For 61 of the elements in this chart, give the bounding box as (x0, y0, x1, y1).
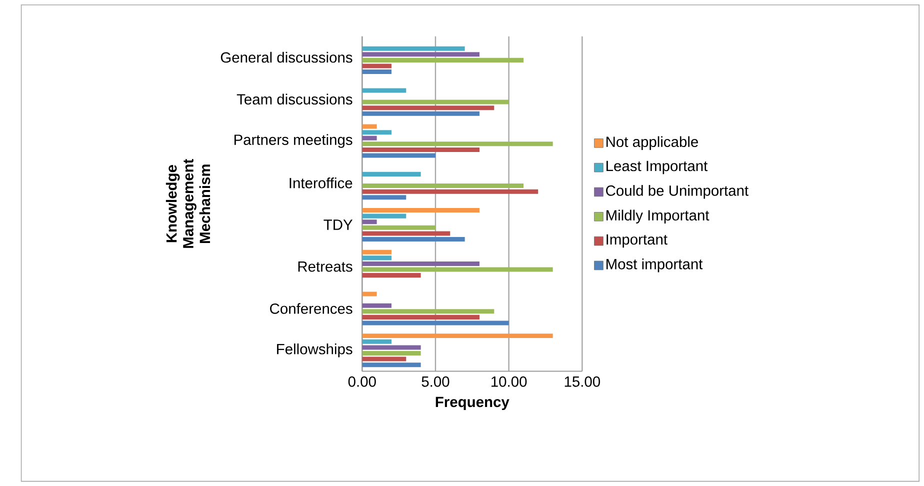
y-tick-label: Interoffice (290, 177, 352, 188)
bar (362, 46, 465, 51)
legend-label: Important (606, 234, 668, 248)
legend-label: Mildly Important (606, 210, 710, 224)
bar (362, 303, 392, 308)
bar (362, 314, 480, 320)
bar (362, 214, 406, 218)
bar (362, 345, 421, 350)
bar (362, 231, 450, 236)
bar (362, 69, 392, 74)
bar (362, 52, 480, 57)
x-axis-title: Frequency (436, 396, 510, 410)
bar (362, 105, 494, 110)
bar (362, 58, 524, 62)
bar (362, 225, 436, 230)
bar (362, 250, 392, 254)
bar (362, 172, 421, 176)
bar (362, 236, 465, 242)
x-tick-label: 15.00 (564, 376, 600, 387)
y-axis-title: Knowledge Management Mechanism (166, 158, 210, 248)
bar (362, 320, 509, 326)
bar (362, 356, 406, 362)
bar (362, 334, 553, 338)
bar (362, 267, 553, 272)
bar (362, 189, 538, 194)
bar (362, 111, 480, 116)
bar (362, 88, 406, 93)
bar (362, 272, 421, 278)
bar (362, 142, 553, 146)
legend-label: Not applicable (606, 136, 698, 150)
bar (362, 136, 377, 140)
bar (362, 64, 392, 68)
y-tick-label: Fellowships (277, 343, 352, 358)
x-tick-label: 0.00 (348, 376, 376, 387)
bar (362, 195, 406, 200)
y-tick-label: Retreats (298, 261, 352, 272)
bar (362, 219, 377, 224)
bar (362, 130, 392, 134)
legend-label: Could be Unimportant (606, 184, 748, 199)
bar (362, 183, 524, 188)
y-tick-label: General discussions (220, 52, 352, 63)
legend-label: Most important (606, 258, 703, 272)
bar (362, 153, 436, 158)
y-tick-label: TDY (324, 220, 353, 230)
bar (362, 124, 377, 129)
bar (362, 362, 421, 367)
bar (362, 208, 480, 212)
x-tick-label: 10.00 (492, 376, 527, 387)
bar (362, 292, 377, 296)
y-tick-label: Partners meetings (234, 134, 352, 148)
bar (362, 350, 421, 356)
bar (362, 261, 480, 266)
y-tick-label: Conferences (270, 302, 352, 314)
bar (362, 309, 494, 314)
bar (362, 256, 392, 260)
y-tick-label: Team discussions (236, 94, 352, 104)
legend-label: Least Important (606, 160, 708, 174)
bar (362, 339, 392, 344)
bar (362, 147, 480, 152)
x-tick-label: 5.00 (422, 376, 450, 387)
bar (362, 100, 509, 104)
